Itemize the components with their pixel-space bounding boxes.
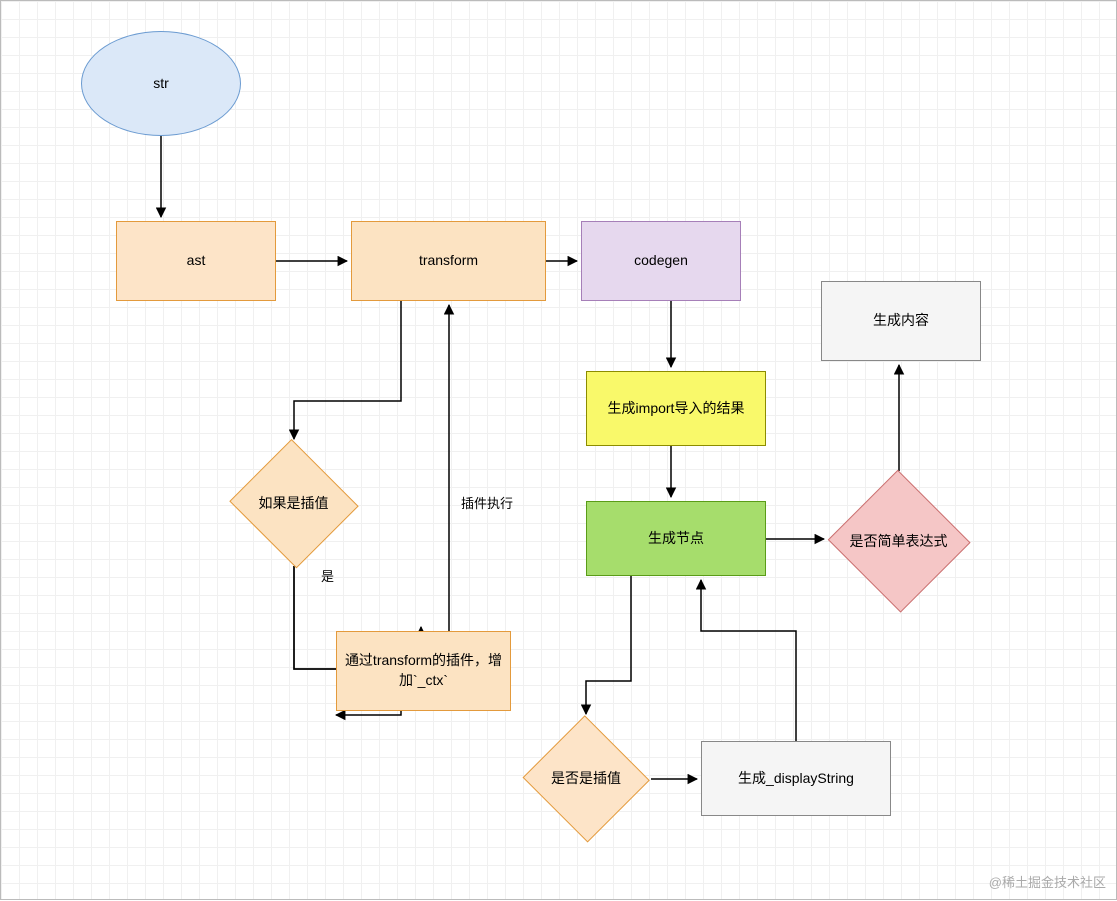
edge-transform-interp	[294, 301, 401, 439]
node-transform: transform	[351, 221, 546, 301]
edge-gennode-isinterp	[586, 576, 631, 714]
node-gen-node-label: 生成节点	[648, 529, 704, 549]
node-str: str	[81, 31, 241, 136]
node-if-interp-label: 如果是插值	[259, 494, 329, 512]
node-display-string: 生成_displayString	[701, 741, 891, 816]
node-is-simple: 是否简单表达式	[826, 471, 971, 611]
edge-label-yes: 是	[321, 566, 334, 585]
node-ast: ast	[116, 221, 276, 301]
node-ast-label: ast	[187, 251, 206, 271]
node-str-label: str	[153, 74, 169, 94]
node-import-result-label: 生成import导入的结果	[608, 399, 745, 419]
edge-label-plugin-exec: 插件执行	[461, 493, 513, 512]
node-is-interp-label: 是否是插值	[551, 769, 621, 787]
node-if-interp: 如果是插值	[226, 441, 361, 566]
flowchart-canvas: str ast transform codegen 生成内容 生成import导…	[0, 0, 1117, 900]
node-display-string-label: 生成_displayString	[738, 769, 854, 789]
node-is-simple-label: 是否简单表达式	[850, 532, 948, 550]
node-plugin-label: 通过transform的插件，增加`_ctx`	[341, 651, 506, 690]
node-transform-label: transform	[419, 251, 478, 271]
node-codegen: codegen	[581, 221, 741, 301]
node-gen-content-label: 生成内容	[873, 311, 929, 331]
node-plugin: 通过transform的插件，增加`_ctx`	[336, 631, 511, 711]
node-gen-content: 生成内容	[821, 281, 981, 361]
node-codegen-label: codegen	[634, 251, 688, 271]
node-import-result: 生成import导入的结果	[586, 371, 766, 446]
node-is-interp: 是否是插值	[521, 716, 651, 841]
edge-display-gennode	[701, 580, 796, 741]
node-gen-node: 生成节点	[586, 501, 766, 576]
watermark: @稀土掘金技术社区	[989, 872, 1106, 891]
